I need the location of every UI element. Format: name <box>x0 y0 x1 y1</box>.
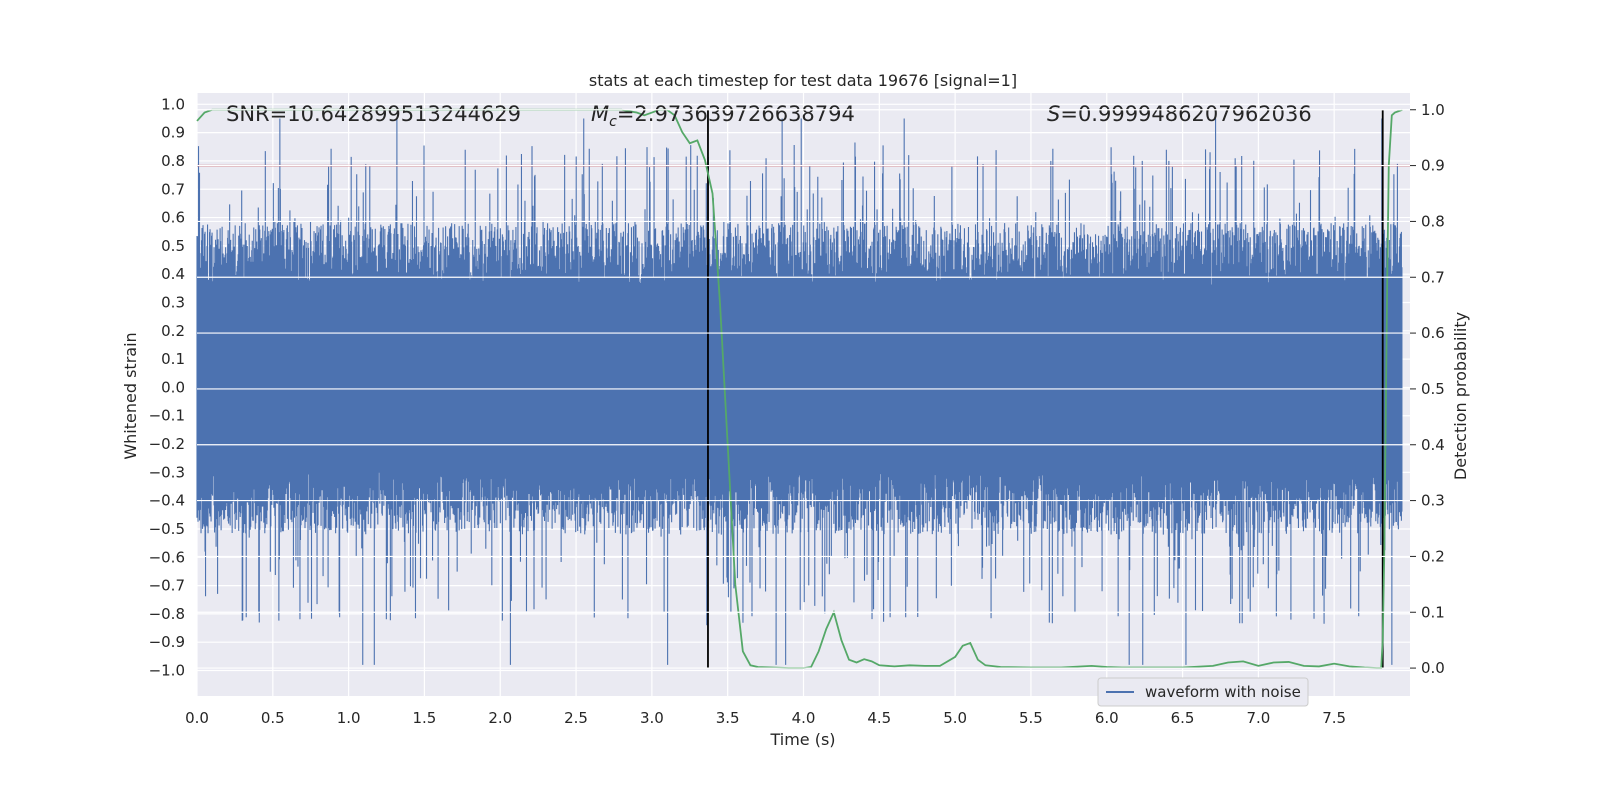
x-tick-label: 3.0 <box>640 709 664 727</box>
legend: waveform with noise <box>1097 677 1309 707</box>
y-tick-label-right: 0.9 <box>1421 157 1445 175</box>
s-annotation: S=0.9999486207962036 <box>1047 102 1312 126</box>
y-tick-label-left: 0.1 <box>161 350 185 368</box>
x-tick-label: 5.0 <box>943 709 967 727</box>
x-tick-label: 4.5 <box>867 709 891 727</box>
y-tick-label-left: −0.3 <box>149 463 185 481</box>
y-axis-left-ticks: 1.0 0.9 0.8 0.7 0.6 0.5 0.4 0.3 0.2 0.1 0.0 −0.1 −0.… <box>149 95 185 679</box>
x-axis-label: Time (s) <box>769 730 835 749</box>
x-tick-label: 0.5 <box>261 709 285 727</box>
snr-annotation: SNR=10.642899513244629 <box>226 102 521 126</box>
y-axis-right-label: Detection probability <box>1451 312 1470 480</box>
y-tick-label-right: 1.0 <box>1421 101 1445 119</box>
y-tick-label-right: 0.5 <box>1421 380 1445 398</box>
y-tick-label-left: 0.2 <box>161 322 185 340</box>
chart-title: stats at each timestep for test data 196… <box>589 71 1017 90</box>
y-tick-label-left: −0.4 <box>149 492 185 510</box>
x-tick-label: 1.0 <box>337 709 361 727</box>
y-tick-label-left: 0.6 <box>161 209 185 227</box>
y-tick-label-left: 0.3 <box>161 293 185 311</box>
mc-annotation: Mc=2.973639726638794 <box>591 102 855 130</box>
x-tick-label: 6.5 <box>1171 709 1195 727</box>
y-tick-label-right: 0.3 <box>1421 492 1445 510</box>
y-tick-label-left: 0.8 <box>161 152 185 170</box>
x-tick-label: 0.0 <box>185 709 209 727</box>
y-tick-label-left: 0.4 <box>161 265 185 283</box>
y-tick-label-left: 1.0 <box>161 95 185 113</box>
mc-subscript: c <box>609 114 617 130</box>
y-tick-label-left: 0.5 <box>161 237 185 255</box>
x-tick-label: 2.0 <box>488 709 512 727</box>
y-tick-label-right: 0.1 <box>1421 603 1445 621</box>
x-tick-label: 6.0 <box>1095 709 1119 727</box>
x-tick-label: 7.5 <box>1322 709 1346 727</box>
y-tick-label-right: 0.2 <box>1421 547 1445 565</box>
y-tick-label-left: 0.0 <box>161 378 185 396</box>
y-tick-label-right: 0.7 <box>1421 268 1445 286</box>
waveform-trace <box>196 118 1403 665</box>
waveform-series <box>196 118 1403 665</box>
y-tick-label-left: −0.5 <box>149 520 185 538</box>
y-axis-right-ticks: 1.0 0.9 0.8 0.7 0.6 0.5 0.4 0.3 0.2 0.1 0.0 <box>1410 101 1445 677</box>
legend-label: waveform with noise <box>1145 683 1301 701</box>
y-tick-label-right: 0.6 <box>1421 324 1445 342</box>
x-tick-label: 2.5 <box>564 709 588 727</box>
y-tick-label-left: −0.8 <box>149 605 185 623</box>
y-tick-label-left: −0.1 <box>149 407 185 425</box>
y-tick-label-left: −0.9 <box>149 633 185 651</box>
y-tick-label-right: 0.4 <box>1421 436 1445 454</box>
x-axis-ticks: 0.0 0.5 1.0 1.5 2.0 2.5 3.0 3.5 4.0 4.5 5.0 5.5 6.0 6… <box>185 709 1346 727</box>
legend-box <box>1097 677 1309 707</box>
y-tick-label-left: −0.7 <box>149 577 185 595</box>
s-symbol: S <box>1047 102 1060 126</box>
x-tick-label: 7.0 <box>1246 709 1270 727</box>
y-tick-label-left: 0.9 <box>161 124 185 142</box>
x-tick-label: 3.5 <box>716 709 740 727</box>
s-value: =0.9999486207962036 <box>1060 102 1311 126</box>
y-tick-label-right: 0.8 <box>1421 212 1445 230</box>
x-tick-label: 1.5 <box>413 709 437 727</box>
x-tick-label: 4.0 <box>792 709 816 727</box>
y-tick-label-left: 0.7 <box>161 180 185 198</box>
y-tick-label-left: −1.0 <box>149 662 185 680</box>
mc-value: =2.973639726638794 <box>617 102 855 126</box>
mc-symbol: M <box>591 102 609 126</box>
y-tick-label-left: −0.6 <box>149 548 185 566</box>
y-tick-label-right: 0.0 <box>1421 659 1445 677</box>
y-tick-label-left: −0.2 <box>149 435 185 453</box>
x-tick-label: 5.5 <box>1019 709 1043 727</box>
y-axis-left-label: Whitened strain <box>121 332 140 459</box>
